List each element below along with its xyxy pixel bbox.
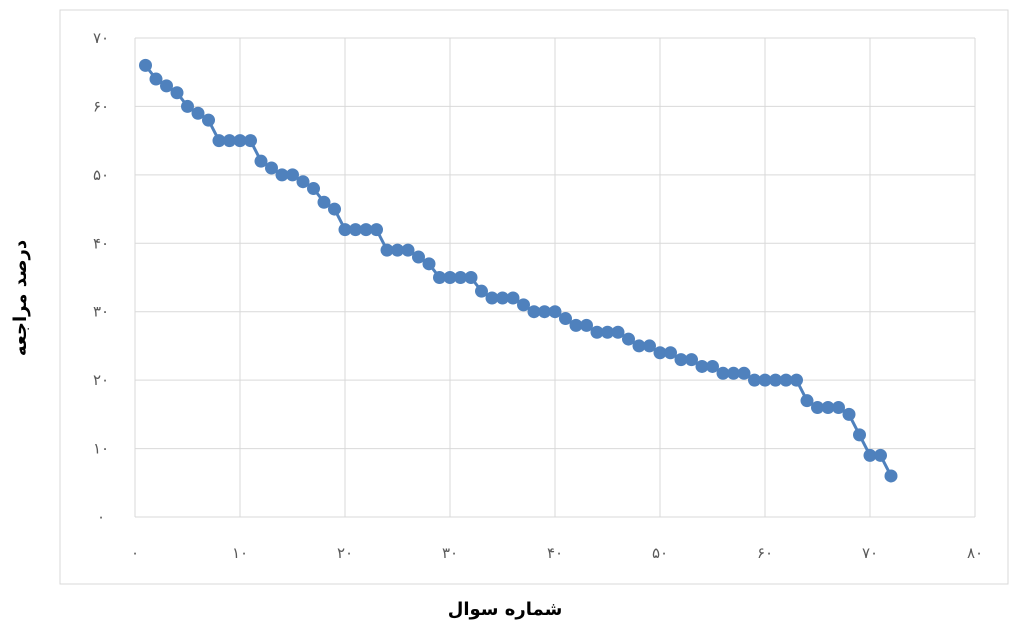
data-point bbox=[296, 175, 310, 189]
data-point bbox=[244, 134, 257, 148]
x-axis-title: شماره سوال bbox=[448, 599, 563, 620]
data-point bbox=[716, 366, 730, 380]
data-point bbox=[832, 401, 845, 415]
data-point bbox=[653, 346, 667, 360]
data-point bbox=[485, 291, 499, 305]
data-point bbox=[580, 318, 593, 332]
x-tick-label: ۲۰ bbox=[337, 544, 353, 562]
x-tick-label: ۴۰ bbox=[547, 544, 563, 562]
x-tick-label: ۱۰ bbox=[232, 544, 248, 562]
data-point bbox=[748, 373, 761, 387]
data-point bbox=[643, 339, 656, 353]
data-point bbox=[706, 359, 719, 373]
data-point bbox=[496, 291, 509, 305]
data-point bbox=[307, 182, 320, 196]
data-point bbox=[695, 359, 709, 373]
y-tick-label: ۱۰ bbox=[93, 440, 109, 458]
data-point bbox=[191, 106, 205, 120]
data-point bbox=[611, 325, 625, 339]
data-point bbox=[790, 373, 803, 387]
data-point bbox=[443, 271, 457, 284]
data-point bbox=[758, 373, 772, 387]
data-point bbox=[821, 401, 835, 415]
x-tick-label: ۷۰ bbox=[862, 544, 878, 562]
data-point bbox=[685, 353, 698, 367]
data-point bbox=[391, 243, 404, 257]
data-point bbox=[349, 223, 362, 237]
data-point bbox=[506, 291, 520, 305]
data-point bbox=[811, 401, 824, 415]
data-point bbox=[737, 366, 751, 380]
y-tick-label: ۷۰ bbox=[93, 29, 109, 47]
y-tick-label: ۶۰ bbox=[93, 97, 109, 115]
data-point bbox=[779, 373, 793, 387]
gridlines bbox=[134, 37, 976, 518]
data-point bbox=[601, 325, 614, 339]
y-tick-label: ۳۰ bbox=[93, 303, 109, 321]
data-point bbox=[338, 223, 352, 237]
data-point bbox=[265, 161, 278, 175]
data-point bbox=[454, 271, 467, 284]
data-point bbox=[884, 469, 898, 483]
data-point bbox=[464, 271, 478, 284]
data-point bbox=[149, 72, 163, 86]
data-point bbox=[412, 250, 425, 264]
x-tick-label: ۶۰ bbox=[757, 544, 773, 562]
data-point bbox=[370, 223, 383, 237]
x-tick-label: ۳۰ bbox=[442, 544, 458, 562]
data-point bbox=[674, 353, 688, 367]
data-point bbox=[401, 243, 415, 257]
data-point bbox=[317, 195, 331, 209]
data-point bbox=[202, 113, 215, 127]
data-point bbox=[517, 298, 530, 312]
data-point bbox=[275, 168, 289, 182]
data-point bbox=[380, 243, 394, 257]
data-point bbox=[569, 318, 583, 332]
data-point bbox=[853, 428, 866, 442]
data-point bbox=[664, 346, 677, 360]
data-point bbox=[359, 223, 373, 237]
data-point bbox=[223, 134, 236, 148]
data-series bbox=[139, 58, 898, 483]
data-point bbox=[233, 134, 247, 148]
data-point bbox=[769, 373, 782, 387]
y-axis-title: درصد مراجعه bbox=[10, 240, 31, 356]
y-tick-label: ۰ bbox=[97, 508, 105, 526]
x-tick-label: ۵۰ bbox=[652, 544, 668, 562]
data-point bbox=[170, 86, 184, 100]
y-tick-label: ۴۰ bbox=[93, 234, 109, 252]
data-point bbox=[286, 168, 299, 182]
data-point bbox=[863, 448, 877, 462]
chart-area bbox=[59, 9, 1009, 585]
data-point bbox=[842, 407, 856, 421]
data-point bbox=[212, 134, 226, 148]
data-point bbox=[328, 202, 341, 216]
data-point bbox=[874, 448, 887, 462]
data-point bbox=[433, 271, 446, 284]
y-tick-label: ۲۰ bbox=[93, 371, 109, 389]
data-point bbox=[632, 339, 646, 353]
x-tick-label: ۸۰ bbox=[967, 544, 983, 562]
data-point bbox=[559, 312, 572, 326]
data-point bbox=[527, 305, 541, 319]
data-point bbox=[160, 79, 173, 93]
data-point bbox=[254, 154, 268, 168]
data-point bbox=[475, 284, 488, 298]
data-point bbox=[590, 325, 604, 339]
x-tick-label: ۰ bbox=[131, 544, 139, 562]
y-tick-label: ۵۰ bbox=[93, 166, 109, 184]
data-point bbox=[422, 257, 436, 271]
data-point bbox=[181, 99, 194, 113]
data-point bbox=[538, 305, 551, 319]
data-point bbox=[622, 332, 635, 346]
data-point bbox=[139, 58, 152, 72]
tick-labels: ۰ ۱۰ ۲۰ ۳۰ ۴۰ ۵۰ ۶۰ ۷۰ ۰ ۱۰ ۲۰ ۳۰ ۴۰ ۵۰ ۶۰ ۷۰ ۸۰ bbox=[93, 29, 983, 562]
data-point bbox=[727, 366, 740, 380]
data-point bbox=[800, 394, 814, 408]
data-point bbox=[548, 305, 562, 319]
